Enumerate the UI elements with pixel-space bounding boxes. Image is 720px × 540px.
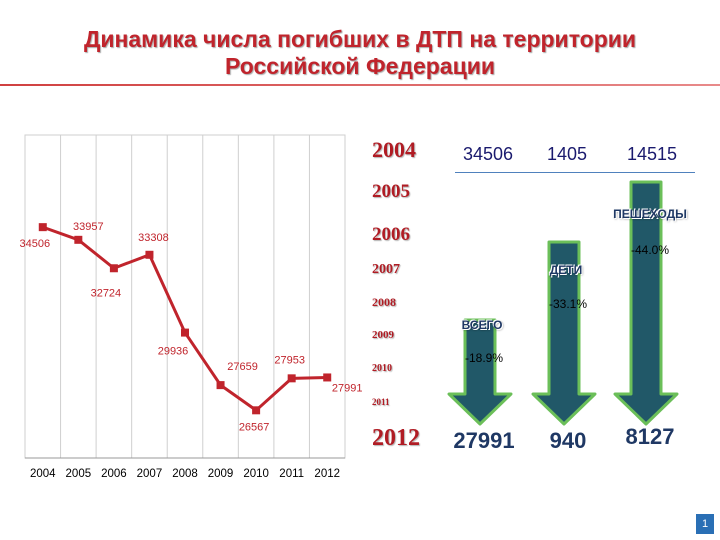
data-label: 33957 [73,221,104,233]
change-percent: -33.1% [548,297,588,311]
x-tick-label: 2008 [172,468,198,480]
data-point [252,406,261,415]
data-label: 27953 [274,354,305,366]
x-tick-label: 2009 [208,468,234,480]
x-tick-label: 2010 [243,468,269,480]
data-point [287,374,296,383]
title-divider [0,84,720,86]
data-point [323,373,332,382]
change-percent: -18.9% [464,351,504,365]
x-tick-label: 2011 [279,468,304,480]
year-label: 2004 [372,137,416,162]
x-tick-label: 2006 [101,468,127,480]
down-arrow [613,180,679,426]
page-number-badge: 1 [696,514,714,534]
year-label: 2010 [372,363,392,374]
category-label: ПЕШЕХОДЫ [613,207,687,221]
title-line-2: Российской Федерации [224,53,496,79]
row-divider [455,172,695,173]
year-label: 2011 [372,397,390,407]
data-label: 29936 [158,346,189,358]
year-label: 2007 [372,262,400,277]
data-point [74,235,83,244]
down-arrow [531,240,597,426]
value-2004: 1405 [547,144,588,164]
value-2004: 14515 [627,144,678,164]
data-point [38,223,47,232]
value-2012: 8127 [625,424,675,449]
data-point [145,250,154,259]
data-label: 34506 [19,238,50,250]
data-label: 27991 [332,382,363,394]
data-point [181,328,189,337]
data-label: 26567 [239,421,270,433]
x-tick-label: 2004 [30,468,56,480]
year-label: 2012 [372,425,420,451]
year-label: 2005 [372,181,410,202]
category-label: ВСЕГО [461,318,503,332]
data-label: 27659 [227,361,258,373]
year-label: 2009 [372,329,394,341]
data-label: 33308 [138,232,169,244]
year-label: 2008 [372,295,396,309]
x-tick-label: 2007 [137,468,163,480]
data-point [109,264,118,273]
value-2004: 34506 [463,144,514,164]
down-arrow [447,318,513,426]
x-tick-label: 2005 [66,468,92,480]
x-tick-label: 2012 [314,468,340,480]
value-2012: 940 [549,428,587,453]
data-point [216,381,225,390]
year-label: 2006 [372,224,410,245]
change-percent: -44.0% [630,243,670,257]
title-line-1: Динамика числа погибших в ДТП на террито… [83,26,637,52]
page-title: Динамика числа погибших в ДТП на террито… [0,26,720,80]
data-label: 32724 [91,287,122,299]
category-label: ДЕТИ [549,263,583,277]
value-2012: 27991 [453,428,515,453]
